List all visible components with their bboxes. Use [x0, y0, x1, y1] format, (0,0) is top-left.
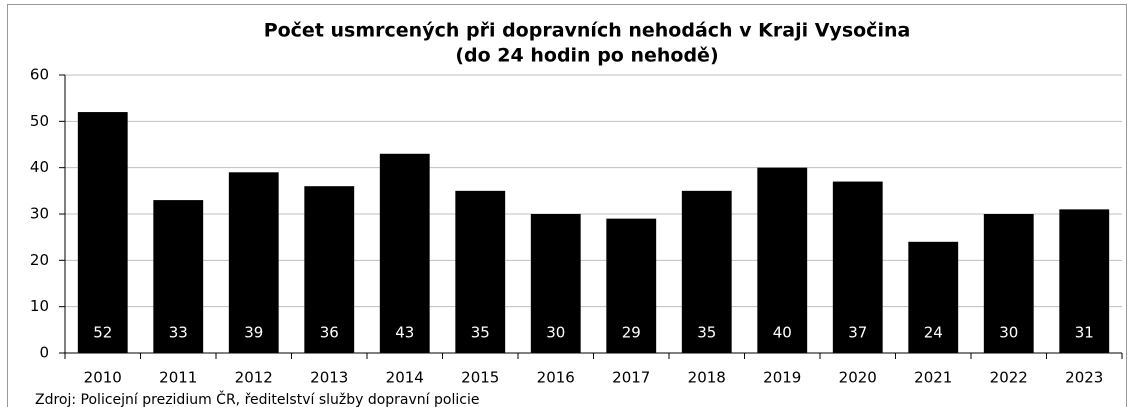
value-label: 33 — [169, 324, 188, 342]
value-label: 31 — [1075, 324, 1094, 342]
value-label: 37 — [848, 324, 867, 342]
x-tick-label: 2016 — [537, 369, 575, 387]
value-label: 35 — [471, 324, 490, 342]
x-tick-label: 2010 — [84, 369, 122, 387]
x-tick-label: 2011 — [159, 369, 197, 387]
x-tick-label: 2023 — [1065, 369, 1103, 387]
x-tick-label: 2018 — [688, 369, 726, 387]
chart-title: Počet usmrcených při dopravních nehodách… — [264, 20, 911, 42]
bar — [304, 186, 355, 353]
y-tick-label: 30 — [30, 205, 49, 223]
bar — [832, 181, 883, 353]
bar — [228, 172, 279, 353]
y-tick-label: 10 — [30, 297, 49, 315]
bar — [1059, 209, 1110, 353]
value-label: 36 — [320, 324, 339, 342]
bar — [455, 190, 506, 353]
value-label: 29 — [622, 324, 641, 342]
x-tick-label: 2021 — [914, 369, 952, 387]
y-tick-label: 20 — [30, 251, 49, 269]
x-tick-label: 2022 — [990, 369, 1028, 387]
y-tick-label: 50 — [30, 112, 49, 130]
x-tick-label: 2017 — [612, 369, 650, 387]
value-label: 52 — [93, 324, 112, 342]
bar — [606, 218, 657, 353]
value-label: 35 — [697, 324, 716, 342]
bar — [757, 167, 808, 353]
x-tick-label: 2012 — [235, 369, 273, 387]
y-tick-label: 60 — [30, 66, 49, 84]
source-note: Zdroj: Policejní prezidium ČR, ředitelst… — [35, 390, 479, 407]
value-label: 30 — [546, 324, 565, 342]
x-tick-label: 2019 — [763, 369, 801, 387]
bar — [153, 200, 204, 353]
y-tick-label: 0 — [39, 344, 49, 362]
value-label: 30 — [999, 324, 1018, 342]
chart-frame — [7, 4, 1127, 407]
bar — [77, 112, 128, 353]
value-label: 24 — [924, 324, 943, 342]
bar — [983, 214, 1034, 353]
chart-title: (do 24 hodin po nehodě) — [455, 45, 718, 67]
bar — [379, 153, 430, 353]
value-label: 43 — [395, 324, 414, 342]
x-tick-label: 2020 — [839, 369, 877, 387]
bar — [908, 241, 959, 353]
bar — [681, 190, 732, 353]
x-tick-label: 2013 — [310, 369, 348, 387]
value-label: 39 — [244, 324, 263, 342]
bar — [530, 214, 581, 353]
x-tick-label: 2014 — [386, 369, 424, 387]
value-label: 40 — [773, 324, 792, 342]
y-tick-label: 40 — [30, 158, 49, 176]
x-tick-label: 2015 — [461, 369, 499, 387]
